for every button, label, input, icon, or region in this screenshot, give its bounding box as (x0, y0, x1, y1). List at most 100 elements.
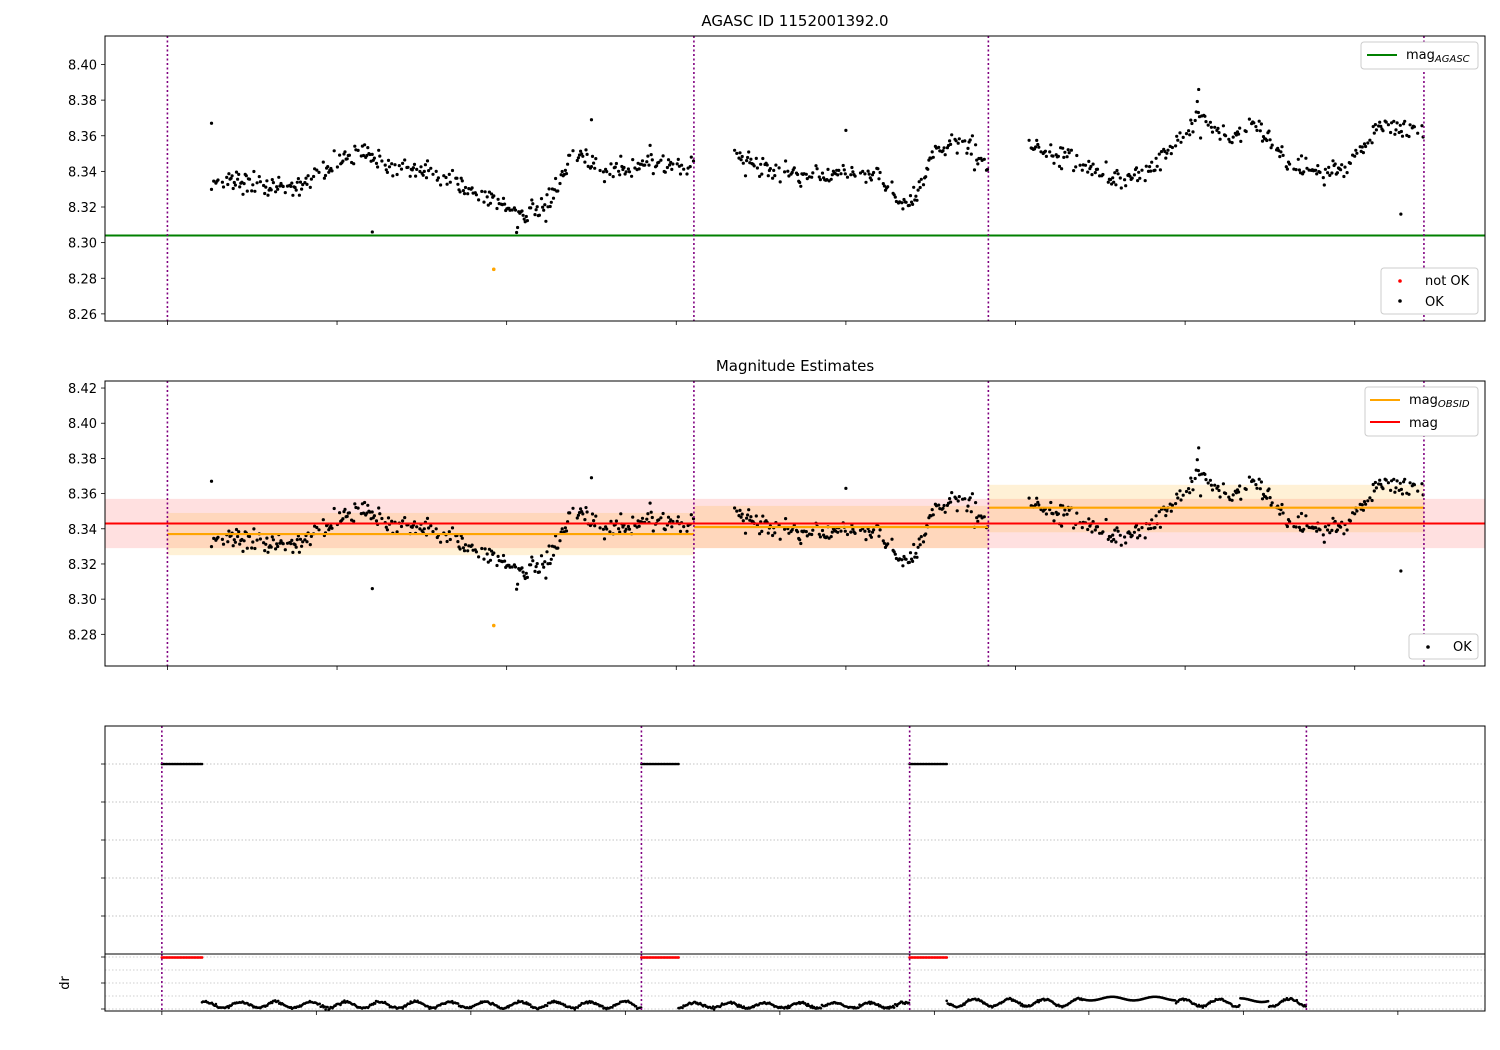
ok-point (760, 529, 764, 534)
ok-point (418, 527, 422, 531)
y-tick-label: 8.32 (68, 558, 97, 573)
ok-point (955, 509, 959, 513)
y-tick-label: 8.30 (68, 237, 97, 252)
ok-point (1132, 173, 1136, 177)
ok-point (811, 171, 815, 175)
ok-point (858, 171, 863, 175)
ok-point (427, 526, 431, 530)
ok-point (1140, 168, 1144, 172)
ok-point (853, 174, 857, 178)
legend-agasc-label: magAGASC (1406, 48, 1470, 65)
ok-point (738, 508, 742, 512)
ok-point (982, 157, 986, 161)
ok-point (1254, 483, 1258, 487)
ok-point (583, 160, 587, 164)
ok-point (1181, 135, 1185, 139)
ok-point (576, 156, 581, 160)
ok-point (1150, 160, 1154, 164)
ok-point (864, 180, 868, 184)
ok-point (234, 170, 239, 174)
ok-point (617, 169, 621, 173)
ok-point (804, 172, 808, 176)
dr-point (214, 1002, 218, 1006)
ok-point (1209, 125, 1213, 129)
ok-point (805, 177, 809, 181)
ok-point (524, 214, 528, 219)
ok-point (245, 546, 249, 550)
ok-point (1381, 487, 1385, 491)
ok-point (1128, 532, 1132, 536)
ok-point (304, 176, 308, 180)
ok-point (1206, 481, 1210, 485)
ok-point (495, 206, 499, 211)
dr-point (711, 1005, 715, 1008)
ok-point (341, 517, 345, 521)
ok-point (649, 153, 653, 157)
panel-flags: dr (58, 725, 1486, 1015)
ok-point (624, 170, 628, 174)
not-kalman-point (200, 762, 204, 766)
ok-point (1370, 498, 1374, 503)
ok-point (657, 160, 661, 164)
ok-point (1403, 477, 1407, 481)
ok-point (1328, 531, 1332, 535)
ok-point (568, 511, 572, 515)
legend-agasc-label-main: mag (1406, 48, 1435, 63)
ok-point (242, 182, 246, 186)
ok-point (283, 191, 287, 195)
ok-point (551, 196, 556, 200)
dr-point (719, 1004, 723, 1007)
ok-point (689, 155, 693, 159)
ok-point (236, 177, 240, 181)
ok-point (1304, 156, 1308, 160)
ok-point (1278, 155, 1282, 159)
ok-point (675, 519, 679, 524)
ok-point (924, 175, 928, 179)
ok-point (524, 571, 528, 575)
dr-point (529, 1003, 532, 1006)
panel-flags-frame (104, 725, 1486, 1012)
ok-point (1386, 481, 1390, 485)
ok-point (1389, 488, 1393, 492)
ok-point (516, 582, 520, 586)
ok-point (593, 166, 597, 170)
ok-point (253, 189, 257, 193)
ok-point (963, 497, 967, 501)
ok-point (330, 526, 334, 530)
ok-point (370, 510, 374, 514)
ok-point (1199, 494, 1203, 498)
y-tick-label: 8.42 (68, 382, 97, 397)
ok-point (1104, 160, 1108, 164)
ok-point (1237, 490, 1241, 494)
ok-point (257, 175, 261, 179)
ok-point (754, 514, 758, 518)
dr-point (1304, 1005, 1307, 1008)
dr-point (1238, 1003, 1241, 1007)
ok-point (1244, 487, 1248, 491)
ok-point (917, 537, 921, 541)
ok-point (1372, 131, 1376, 135)
ok-point (773, 531, 777, 535)
ok-point (631, 158, 635, 162)
ok-point (353, 144, 357, 148)
ok-point (1044, 154, 1048, 158)
ok-point (326, 165, 330, 169)
ok-point (470, 186, 474, 190)
ok-point (363, 500, 367, 505)
ok-point (1373, 123, 1377, 127)
ok-point (590, 512, 595, 516)
ok-point (1193, 476, 1197, 481)
not-ok-point (491, 623, 496, 628)
ok-point (1395, 121, 1399, 125)
ok-point (919, 177, 923, 181)
ok-point (270, 178, 274, 182)
ok-point (1130, 533, 1134, 538)
ok-point (1179, 140, 1183, 144)
ok-point (907, 203, 912, 207)
ok-point (839, 529, 843, 533)
ok-point (406, 165, 410, 169)
ok-point (869, 535, 874, 539)
ok-point (374, 519, 379, 523)
ok-point (777, 166, 781, 170)
ok-point (515, 587, 519, 591)
